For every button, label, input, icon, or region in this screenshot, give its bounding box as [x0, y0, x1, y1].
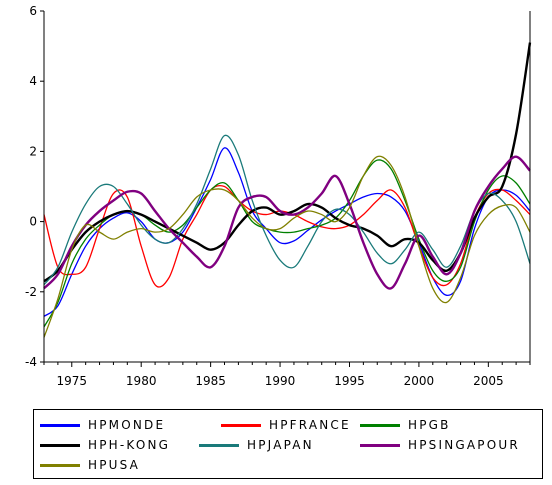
legend-item-hpmonde: HPMONDE: [40, 417, 165, 433]
series-line-hpusa: [43, 155, 531, 338]
legend-label-hphkong: HPH-KONG: [88, 438, 171, 452]
legend-item-hpsingapour: HPSINGAPOUR: [360, 437, 520, 453]
x-tick-label: 1990: [265, 374, 296, 388]
legend: HPMONDE HPFRANCE HPGB HPH-KONG HPJAPAN H…: [33, 409, 543, 479]
legend-item-hpgb: HPGB: [360, 417, 451, 433]
y-tick-label: 4: [29, 74, 37, 88]
x-tick-label: 1975: [56, 374, 87, 388]
legend-swatch-hpusa: [40, 463, 80, 467]
series-line-hpjapan: [43, 134, 531, 286]
legend-swatch-hpsingapour: [360, 443, 400, 447]
series-line-hpmonde: [43, 147, 531, 317]
legend-label-hpusa: HPUSA: [88, 458, 141, 472]
y-tick-label: 0: [29, 215, 37, 229]
legend-swatch-hphkong: [40, 443, 80, 447]
axes: -4 -2 0 2 4 6 1975 1980 1985 1990 1995 2000 2005: [25, 4, 531, 388]
legend-label-hpmonde: HPMONDE: [88, 418, 166, 432]
legend-item-hphkong: HPH-KONG: [40, 437, 170, 453]
y-tick-label: 6: [29, 4, 37, 18]
y-tick-label: -2: [25, 285, 37, 299]
series-line-hpfrance: [43, 184, 531, 288]
legend-item-hpfrance: HPFRANCE: [221, 417, 351, 433]
legend-label-hpjapan: HPJAPAN: [247, 438, 314, 452]
legend-label-hpfrance: HPFRANCE: [269, 418, 351, 432]
legend-item-hpusa: HPUSA: [40, 457, 140, 473]
y-tick-label: 2: [29, 144, 37, 158]
legend-label-hpsingapour: HPSINGAPOUR: [408, 438, 520, 452]
x-tick-label: 1980: [126, 374, 157, 388]
legend-item-hpjapan: HPJAPAN: [199, 437, 314, 453]
x-tick-label: 1985: [195, 374, 226, 388]
series-line-hph-kong: [43, 42, 532, 283]
series-line-hpsingapour: [43, 155, 531, 290]
legend-label-hpgb: HPGB: [408, 418, 451, 432]
legend-swatch-hpjapan: [199, 443, 239, 447]
x-tick-label: 2005: [473, 374, 504, 388]
legend-swatch-hpmonde: [40, 423, 80, 427]
x-tick-label: 1995: [334, 374, 365, 388]
legend-swatch-hpfrance: [221, 423, 261, 427]
line-chart: -4 -2 0 2 4 6 1975 1980 1985 1990 1995 2000 2005: [25, 4, 532, 388]
legend-swatch-hpgb: [360, 423, 400, 427]
series-lines: [43, 42, 532, 338]
x-tick-label: 2000: [404, 374, 435, 388]
y-tick-label: -4: [25, 355, 37, 369]
